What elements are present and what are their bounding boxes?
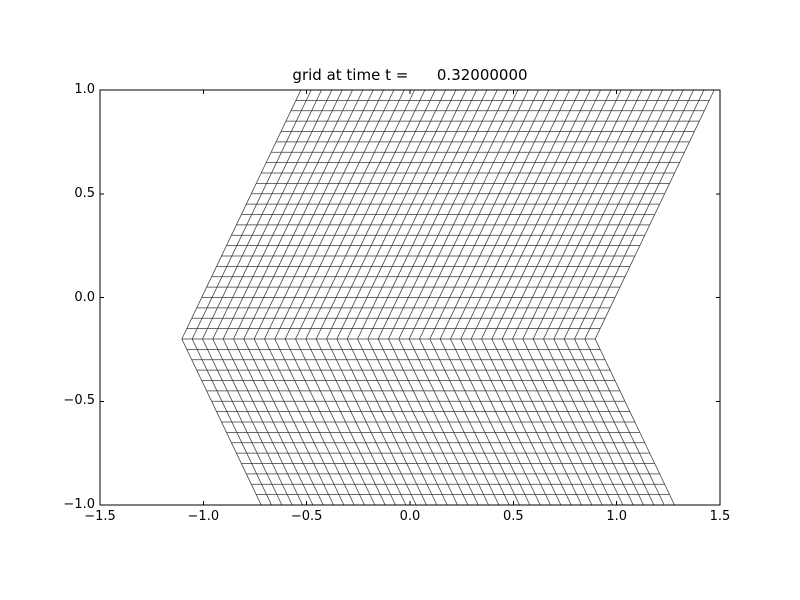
plot-title: grid at time t = 0.32000000: [292, 66, 528, 84]
x-tick-label: −1.5: [84, 509, 116, 524]
y-tick-label: 0.0: [74, 289, 95, 305]
x-tick-label: 0.0: [399, 509, 421, 524]
y-tick-label: −0.5: [63, 393, 95, 409]
x-tick-label: 1.5: [709, 509, 731, 524]
x-tick-label: 1.0: [606, 509, 627, 524]
x-tick-label: −0.5: [290, 509, 323, 524]
y-tick-label: 0.5: [74, 185, 95, 201]
x-tick-label: 0.5: [502, 509, 524, 524]
y-tick-label: 1.0: [74, 82, 95, 97]
x-tick-label: −1.0: [187, 509, 220, 524]
y-tick-label: −1.0: [63, 497, 95, 512]
